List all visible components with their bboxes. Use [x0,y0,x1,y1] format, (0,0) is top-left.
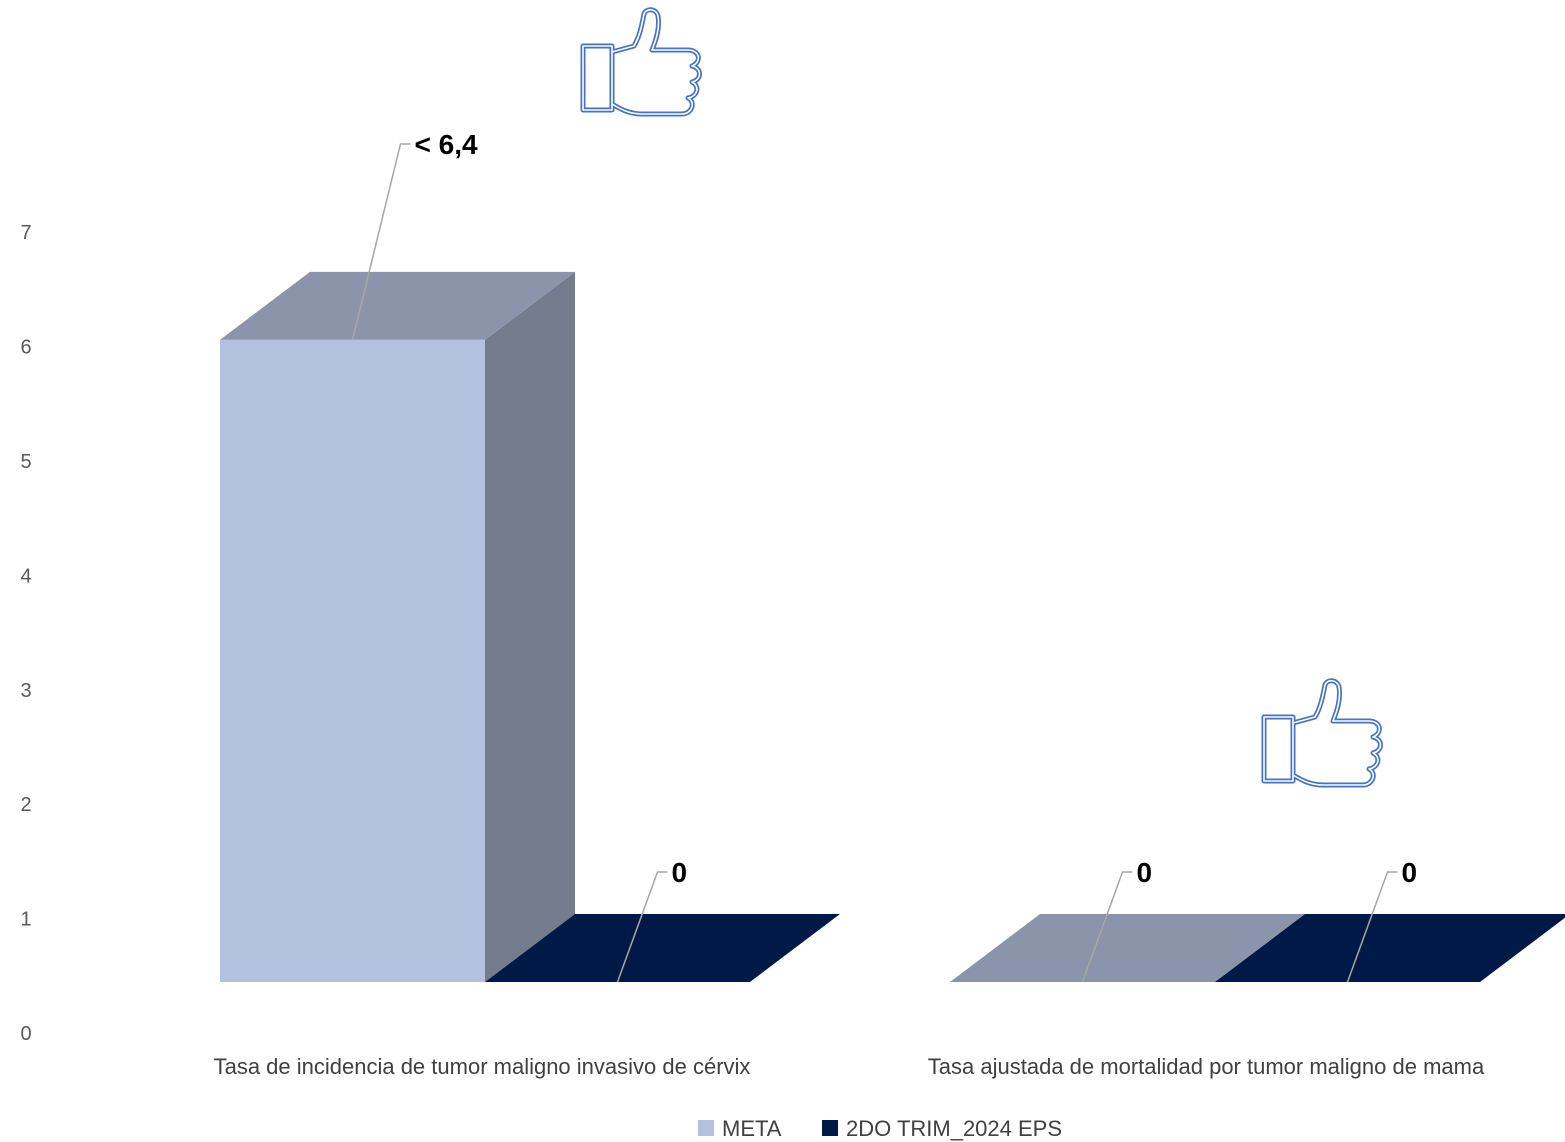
data-label: 0 [1137,857,1153,888]
leader-line [351,143,411,341]
bar-front [220,339,485,983]
data-label: 0 [1402,857,1418,888]
y-tick-label: 6 [20,337,31,359]
bar-flat [950,914,1305,982]
legend-swatch [822,1120,838,1136]
leader-line [1346,871,1398,983]
bar-side [485,271,575,983]
bar-flat [1215,914,1565,982]
bar-top [220,271,575,340]
data-label: < 6,4 [415,129,478,160]
leader-line [616,871,668,983]
legend-swatch [698,1120,714,1136]
y-tick-label: 2 [20,794,31,816]
category-labels: Tasa de incidencia de tumor maligno inva… [214,1054,1485,1079]
bar-flat [485,914,840,982]
bars [220,271,1565,983]
y-tick-label: 0 [20,1023,31,1045]
icons [580,7,1383,788]
thumbs-up-inner [582,8,701,115]
y-tick-label: 7 [20,222,31,244]
category-label: Tasa de incidencia de tumor maligno inva… [214,1054,751,1079]
y-tick-label: 4 [20,565,31,587]
category-label: Tasa ajustada de mortalidad por tumor ma… [928,1054,1485,1079]
y-axis: 0 1 2 3 4 5 6 7 [20,222,31,1045]
data-label: 0 [672,857,688,888]
thumbs-up-inner [1263,679,1382,786]
leader-line [1081,871,1133,983]
data-labels: < 6,4 0 0 0 [351,129,1418,983]
y-tick-label: 5 [20,451,31,473]
thumbs-up-icon [1261,678,1383,788]
y-tick-label: 1 [20,909,31,931]
legend: META 2DO TRIM_2024 EPS [698,1116,1062,1141]
y-tick-label: 3 [20,680,31,702]
legend-label: META [722,1116,782,1141]
legend-label: 2DO TRIM_2024 EPS [846,1116,1062,1141]
thumbs-up-icon [580,7,702,117]
